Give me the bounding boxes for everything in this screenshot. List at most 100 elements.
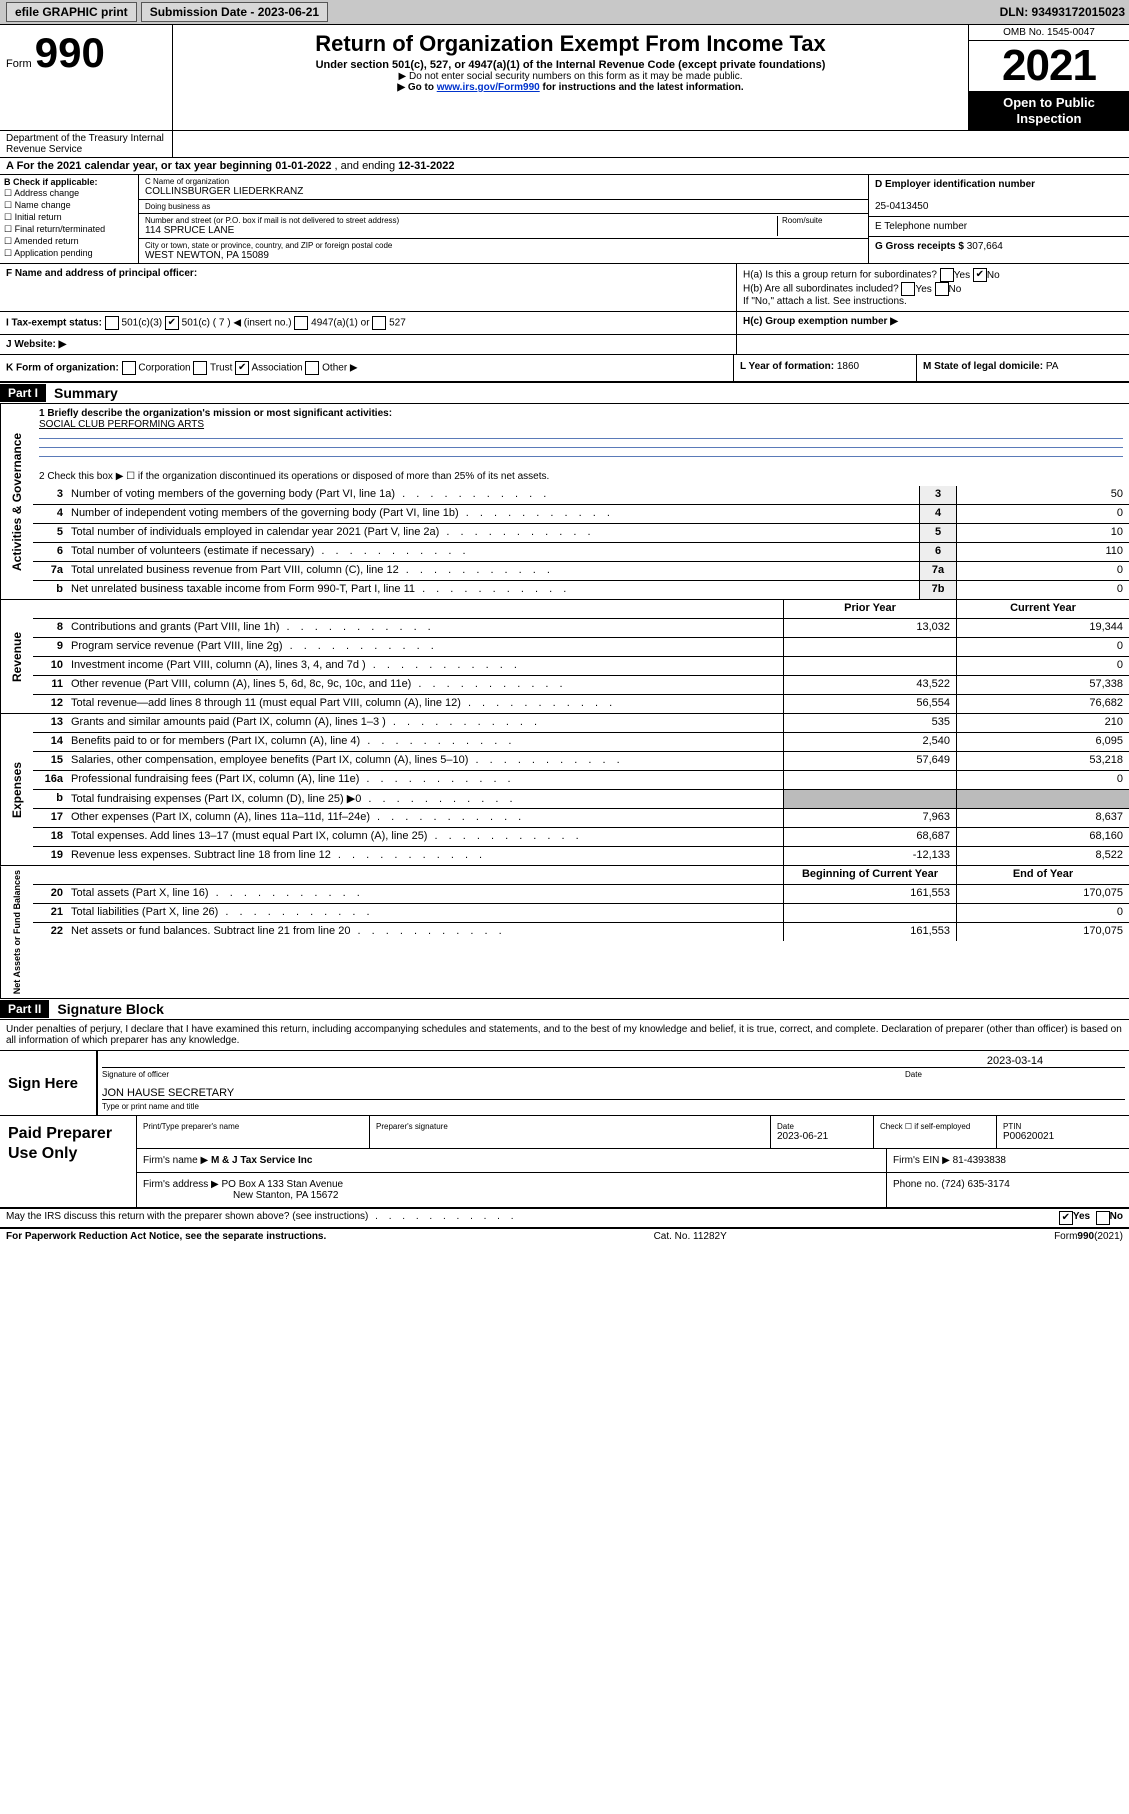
- i-527-checkbox[interactable]: [372, 316, 386, 330]
- table-row: 5Total number of individuals employed in…: [33, 524, 1129, 543]
- ein-value: 25-0413450: [875, 201, 928, 212]
- firm-ein: 81-4393838: [953, 1155, 1006, 1166]
- self-employed-check[interactable]: Check ☐ if self-employed: [874, 1116, 997, 1148]
- col-c-org-info: C Name of organization COLLINSBURGER LIE…: [139, 175, 868, 263]
- lineA-mid: , and ending: [335, 160, 399, 172]
- may-irs-no-checkbox[interactable]: [1096, 1211, 1110, 1225]
- part-ii-tab: Part II: [0, 1000, 49, 1018]
- hb-no-checkbox[interactable]: [935, 282, 949, 296]
- opt-trust: Trust: [210, 363, 232, 374]
- ha-yes-checkbox[interactable]: [940, 268, 954, 282]
- line-box: 7b: [919, 581, 956, 599]
- table-row: 11Other revenue (Part VIII, column (A), …: [33, 676, 1129, 695]
- line-num: 21: [33, 904, 67, 922]
- current-value: 0: [956, 657, 1129, 675]
- governance-section: Activities & Governance 1 Briefly descri…: [0, 404, 1129, 600]
- tax-year-range: A For the 2021 calendar year, or tax yea…: [0, 158, 1129, 175]
- hb-yes-checkbox[interactable]: [901, 282, 915, 296]
- line-desc: Total expenses. Add lines 13–17 (must eq…: [67, 828, 783, 846]
- k-corp-checkbox[interactable]: [122, 361, 136, 375]
- phone-label: Phone no.: [893, 1179, 939, 1190]
- org-city: WEST NEWTON, PA 15089: [145, 250, 862, 261]
- current-value: 76,682: [956, 695, 1129, 713]
- line-num: 12: [33, 695, 67, 713]
- chk-initial-return[interactable]: ☐ Initial return: [4, 212, 134, 223]
- irs-link[interactable]: www.irs.gov/Form990: [437, 82, 540, 93]
- preparer-label: Paid Preparer Use Only: [0, 1116, 137, 1207]
- k-other-checkbox[interactable]: [305, 361, 319, 375]
- i-501c3-checkbox[interactable]: [105, 316, 119, 330]
- prior-value: 13,032: [783, 619, 956, 637]
- current-value: 53,218: [956, 752, 1129, 770]
- chk-final-return[interactable]: ☐ Final return/terminated: [4, 224, 134, 235]
- line-num: 10: [33, 657, 67, 675]
- line-num: 7a: [33, 562, 67, 580]
- k-assoc-checkbox[interactable]: ✔: [235, 361, 249, 375]
- table-row: 4Number of independent voting members of…: [33, 505, 1129, 524]
- k-trust-checkbox[interactable]: [193, 361, 207, 375]
- prep-date: 2023-06-21: [777, 1131, 828, 1142]
- side-expenses: Expenses: [0, 714, 33, 865]
- chk-address-change[interactable]: ☐ Address change: [4, 188, 134, 199]
- prior-value: 56,554: [783, 695, 956, 713]
- table-row: 9Program service revenue (Part VIII, lin…: [33, 638, 1129, 657]
- line-desc: Other expenses (Part IX, column (A), lin…: [67, 809, 783, 827]
- table-row: 19Revenue less expenses. Subtract line 1…: [33, 847, 1129, 865]
- chk-name-change[interactable]: ☐ Name change: [4, 200, 134, 211]
- opt-assoc: Association: [251, 363, 302, 374]
- end-year-header: End of Year: [956, 866, 1129, 884]
- form-title: Return of Organization Exempt From Incom…: [179, 31, 962, 57]
- may-irs-yes-checkbox[interactable]: ✔: [1059, 1211, 1073, 1225]
- line-desc: Net assets or fund balances. Subtract li…: [67, 923, 783, 941]
- efile-print-button[interactable]: efile GRAPHIC print: [6, 2, 137, 22]
- i-501c-checkbox[interactable]: ✔: [165, 316, 179, 330]
- table-row: 8Contributions and grants (Part VIII, li…: [33, 619, 1129, 638]
- line-box: 6: [919, 543, 956, 561]
- lineA-label: A For the 2021 calendar year, or tax yea…: [6, 160, 275, 172]
- line-desc: Program service revenue (Part VIII, line…: [67, 638, 783, 656]
- g-label: G Gross receipts $: [875, 241, 964, 252]
- prior-value: [783, 904, 956, 922]
- net-header: Beginning of Current Year End of Year: [33, 866, 1129, 885]
- prior-value: [783, 790, 956, 808]
- line-desc: Total number of volunteers (estimate if …: [67, 543, 919, 561]
- line-value: 0: [956, 581, 1129, 599]
- prior-value: 43,522: [783, 676, 956, 694]
- line-desc: Number of independent voting members of …: [67, 505, 919, 523]
- chk-label: Amended return: [14, 236, 79, 246]
- page-footer: For Paperwork Reduction Act Notice, see …: [0, 1229, 1129, 1244]
- chk-application-pending[interactable]: ☐ Application pending: [4, 248, 134, 259]
- sub3-pre: ▶ Go to: [397, 82, 436, 93]
- opt-501c3: 501(c)(3): [122, 318, 163, 329]
- current-value: 68,160: [956, 828, 1129, 846]
- q2-row: 2 Check this box ▶ ☐ if the organization…: [33, 467, 1129, 486]
- table-row: 17Other expenses (Part IX, column (A), l…: [33, 809, 1129, 828]
- state-domicile: PA: [1046, 361, 1059, 372]
- line-desc: Total fundraising expenses (Part IX, col…: [67, 790, 783, 808]
- ha-no-checkbox[interactable]: ✔: [973, 268, 987, 282]
- table-row: 15Salaries, other compensation, employee…: [33, 752, 1129, 771]
- c-city-label: City or town, state or province, country…: [145, 241, 862, 250]
- current-value: 8,522: [956, 847, 1129, 865]
- d-label: D Employer identification number: [875, 179, 1035, 190]
- line-num: 4: [33, 505, 67, 523]
- part-i-tab: Part I: [0, 384, 46, 402]
- line-box: 3: [919, 486, 956, 504]
- yes-label: Yes: [954, 270, 970, 281]
- table-row: 16aProfessional fundraising fees (Part I…: [33, 771, 1129, 790]
- table-row: 21Total liabilities (Part X, line 26)0: [33, 904, 1129, 923]
- line-box: 4: [919, 505, 956, 523]
- table-row: 20Total assets (Part X, line 16)161,5531…: [33, 885, 1129, 904]
- chk-label: Name change: [15, 200, 71, 210]
- line-desc: Professional fundraising fees (Part IX, …: [67, 771, 783, 789]
- line-desc: Total unrelated business revenue from Pa…: [67, 562, 919, 580]
- firm-addr1: PO Box A 133 Stan Avenue: [222, 1179, 344, 1190]
- line-value: 110: [956, 543, 1129, 561]
- table-row: 18Total expenses. Add lines 13–17 (must …: [33, 828, 1129, 847]
- q1-label: 1 Briefly describe the organization's mi…: [39, 408, 392, 419]
- chk-label: Initial return: [15, 212, 62, 222]
- line-num: 8: [33, 619, 67, 637]
- chk-amended-return[interactable]: ☐ Amended return: [4, 236, 134, 247]
- preparer-section: Paid Preparer Use Only Print/Type prepar…: [0, 1116, 1129, 1209]
- i-4947-checkbox[interactable]: [294, 316, 308, 330]
